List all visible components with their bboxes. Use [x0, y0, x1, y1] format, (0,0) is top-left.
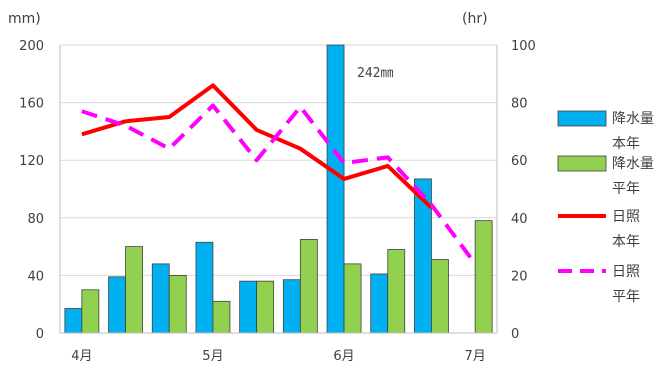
right-tick-label: 40: [511, 212, 528, 227]
legend-label: 平年: [612, 181, 640, 197]
axes: [59, 45, 498, 334]
bar: [81, 289, 100, 334]
right-tick-label: 60: [511, 154, 528, 169]
x-tick-label: 7月: [465, 349, 486, 364]
left-axis-unit: mm): [8, 11, 41, 27]
bar: [474, 220, 493, 334]
bar: [239, 280, 258, 334]
left-tick-label: 80: [27, 212, 44, 227]
left-tick-label: 160: [19, 97, 44, 112]
x-tick-label: 5月: [202, 349, 223, 364]
left-tick-label: 0: [36, 327, 44, 342]
bar: [370, 273, 389, 334]
bar: [125, 246, 143, 334]
right-tick-label: 20: [511, 269, 528, 284]
legend-label: 本年: [612, 234, 640, 250]
bar: [343, 263, 362, 334]
bar: [195, 241, 214, 334]
x-tick-label: 4月: [71, 349, 92, 364]
right-axis-unit: (hr): [462, 11, 488, 27]
bar: [108, 276, 126, 334]
bar: [64, 308, 83, 334]
bar: [282, 279, 301, 334]
series-line: [81, 83, 433, 210]
legend-label: 平年: [612, 289, 640, 305]
bar: [151, 263, 170, 334]
bar: [387, 249, 406, 334]
series-line: [81, 103, 477, 266]
legend-label: 降水量: [612, 111, 654, 127]
left-tick-label: 40: [27, 269, 44, 284]
tick-labels: 0 40 80 120 160 200 0 20 40 60 80 100 4月 5月 6月 7月: [19, 39, 536, 364]
bar: [326, 44, 345, 334]
legend-swatch: [557, 110, 607, 127]
legend-label: 本年: [612, 136, 640, 152]
legend-label: 日照: [612, 209, 640, 225]
x-tick-label: 6月: [333, 349, 354, 364]
line-series: [81, 83, 477, 266]
left-tick-label: 200: [19, 39, 44, 54]
bar: [168, 274, 187, 334]
bar: [212, 300, 231, 334]
bar: [256, 280, 275, 334]
right-tick-label: 80: [511, 97, 528, 112]
legend-label: 降水量: [612, 156, 654, 172]
left-tick-label: 120: [19, 154, 44, 169]
legend-label: 日照: [612, 264, 640, 280]
overflow-annotation: 242㎜: [357, 66, 393, 81]
bar: [431, 259, 449, 334]
bar: [299, 238, 318, 334]
right-tick-label: 0: [511, 327, 519, 342]
right-tick-label: 100: [511, 39, 536, 54]
legend-swatch: [557, 155, 607, 172]
bar-series: [64, 44, 493, 334]
